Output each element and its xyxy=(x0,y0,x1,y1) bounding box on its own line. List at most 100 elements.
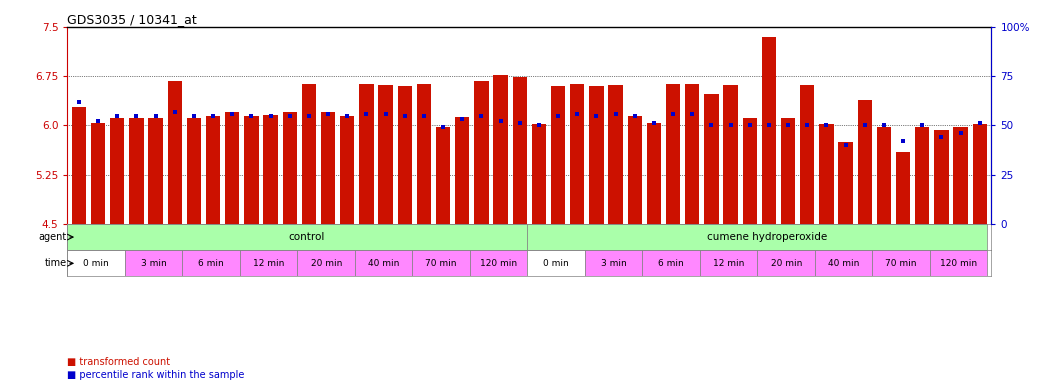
Text: 3 min: 3 min xyxy=(141,259,166,268)
Point xyxy=(454,116,470,122)
Bar xyxy=(125,250,183,276)
Point xyxy=(320,111,336,117)
Point xyxy=(589,113,605,119)
Point xyxy=(722,122,739,129)
Bar xyxy=(110,118,125,224)
Point xyxy=(530,122,547,129)
Point xyxy=(263,113,279,119)
Point xyxy=(664,111,681,117)
Point xyxy=(838,142,854,148)
Bar xyxy=(417,84,431,224)
Bar xyxy=(91,123,105,224)
Point xyxy=(512,120,528,126)
Bar xyxy=(700,250,758,276)
Point xyxy=(435,124,452,131)
Point xyxy=(71,99,87,105)
Bar xyxy=(839,142,853,224)
Text: 120 min: 120 min xyxy=(940,259,977,268)
Text: 12 min: 12 min xyxy=(713,259,744,268)
Bar xyxy=(298,250,355,276)
Bar xyxy=(355,250,412,276)
Bar xyxy=(762,37,776,224)
Text: agent: agent xyxy=(38,232,67,242)
Bar xyxy=(436,127,450,224)
Point xyxy=(607,111,624,117)
Bar xyxy=(340,116,355,224)
Bar xyxy=(815,250,873,276)
Bar xyxy=(72,107,86,224)
Point xyxy=(339,113,356,119)
Bar xyxy=(857,101,872,224)
Bar xyxy=(934,130,949,224)
Bar xyxy=(398,86,412,224)
Bar xyxy=(183,250,240,276)
Point xyxy=(550,113,567,119)
Point xyxy=(358,111,375,117)
Text: 120 min: 120 min xyxy=(481,259,517,268)
Point xyxy=(204,113,221,119)
Point xyxy=(876,122,893,129)
Bar xyxy=(585,250,643,276)
Bar xyxy=(321,112,335,224)
Text: 40 min: 40 min xyxy=(368,259,400,268)
Bar xyxy=(187,118,201,224)
Bar xyxy=(916,127,929,224)
Text: 12 min: 12 min xyxy=(253,259,284,268)
Bar xyxy=(877,127,892,224)
Point xyxy=(646,120,662,126)
Bar xyxy=(608,85,623,224)
Bar xyxy=(302,84,317,224)
Bar xyxy=(666,84,680,224)
Point xyxy=(224,111,241,117)
Point xyxy=(856,122,873,129)
Point xyxy=(473,113,490,119)
Text: control: control xyxy=(289,232,325,242)
Bar xyxy=(531,124,546,224)
Bar xyxy=(412,250,470,276)
Point xyxy=(914,122,931,129)
Bar xyxy=(896,152,910,224)
Bar xyxy=(800,85,815,224)
Bar xyxy=(67,224,527,250)
Point xyxy=(301,113,318,119)
Point xyxy=(684,111,701,117)
Point xyxy=(378,111,394,117)
Bar xyxy=(240,250,298,276)
Point xyxy=(627,113,644,119)
Point xyxy=(415,113,432,119)
Bar xyxy=(551,86,566,224)
Point xyxy=(703,122,719,129)
Point xyxy=(492,118,509,124)
Bar xyxy=(930,250,987,276)
Bar xyxy=(527,250,585,276)
Point xyxy=(895,138,911,144)
Point xyxy=(281,113,298,119)
Bar xyxy=(513,77,527,224)
Bar xyxy=(470,250,527,276)
Bar xyxy=(359,84,374,224)
Bar xyxy=(704,94,718,224)
Point xyxy=(741,122,758,129)
Text: 70 min: 70 min xyxy=(885,259,917,268)
Bar xyxy=(67,250,125,276)
Point xyxy=(933,134,950,140)
Bar xyxy=(379,85,392,224)
Bar xyxy=(527,224,987,250)
Bar xyxy=(954,127,967,224)
Text: 6 min: 6 min xyxy=(198,259,224,268)
Bar xyxy=(493,76,508,224)
Bar xyxy=(758,250,815,276)
Point xyxy=(147,113,164,119)
Text: 20 min: 20 min xyxy=(310,259,342,268)
Point xyxy=(243,113,260,119)
Text: ■ percentile rank within the sample: ■ percentile rank within the sample xyxy=(67,370,245,380)
Bar xyxy=(148,118,163,224)
Text: 40 min: 40 min xyxy=(828,259,859,268)
Text: 6 min: 6 min xyxy=(658,259,684,268)
Point xyxy=(952,130,968,136)
Bar xyxy=(643,250,700,276)
Point xyxy=(818,122,835,129)
Point xyxy=(569,111,585,117)
Point xyxy=(90,118,107,124)
Text: ■ transformed count: ■ transformed count xyxy=(67,357,170,367)
